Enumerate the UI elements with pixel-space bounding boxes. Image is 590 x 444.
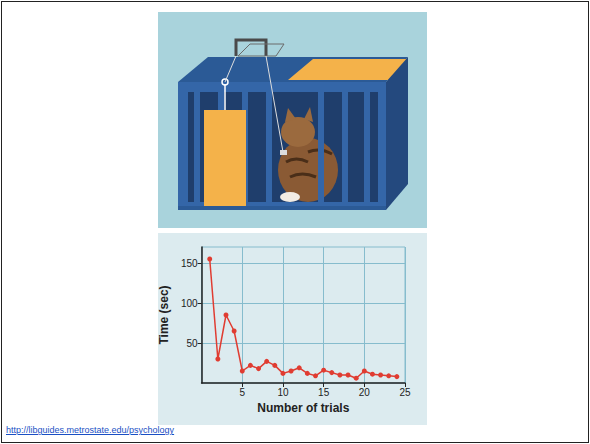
html-text:http://libguides.metrostate.ed: http://libguides.metrostate.edu/psycholo…: [6, 425, 175, 435]
svg-text:10: 10: [277, 387, 289, 398]
svg-text:Number of trials: Number of trials: [257, 401, 349, 415]
svg-text:20: 20: [359, 387, 371, 398]
svg-text:25: 25: [399, 387, 411, 398]
svg-text:50: 50: [186, 338, 198, 349]
svg-text:100: 100: [181, 298, 198, 309]
svg-text:15: 15: [318, 387, 330, 398]
svg-text:Time (sec): Time (sec): [157, 285, 171, 344]
svg-text:5: 5: [239, 387, 245, 398]
svg-text:150: 150: [181, 258, 198, 269]
